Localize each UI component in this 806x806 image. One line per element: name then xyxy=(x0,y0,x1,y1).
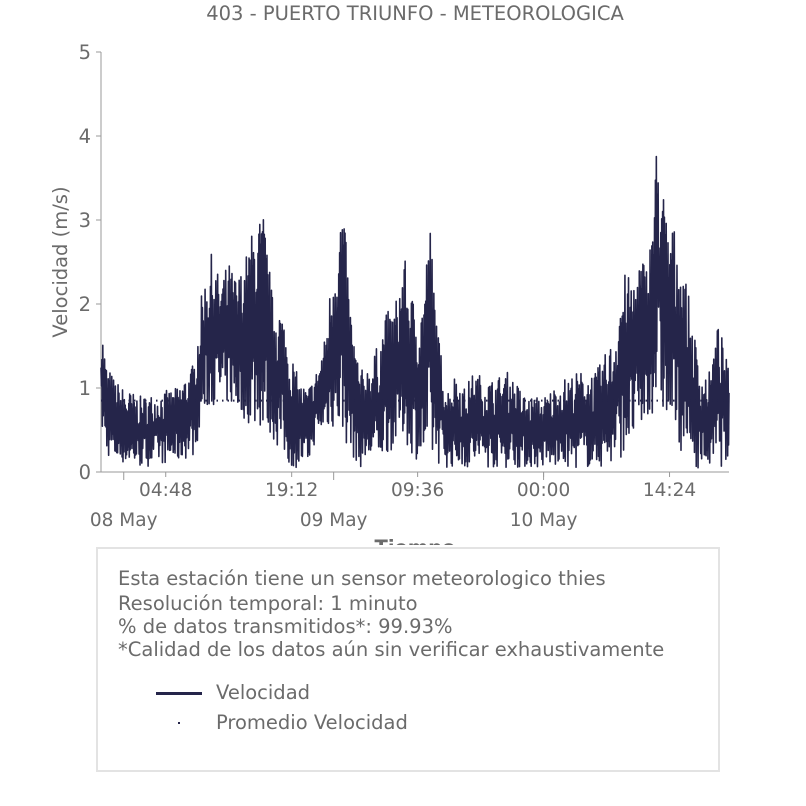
info-quality-note: *Calidad de los datos aún sin verificar … xyxy=(118,638,665,661)
x-tick-label: 00:00 xyxy=(517,480,570,501)
x-date-label: 10 May xyxy=(510,510,578,531)
y-tick-label: 0 xyxy=(79,461,91,484)
legend-velocidad-label: Velocidad xyxy=(216,681,311,704)
info-transmitted-text: % de datos transmitidos*: 99.93% xyxy=(118,615,453,638)
x-tick-label: 14:24 xyxy=(643,480,696,501)
y-tick-label: 5 xyxy=(79,41,91,64)
x-tick-label: 19:12 xyxy=(265,480,318,501)
x-tick-label: 09:36 xyxy=(391,480,444,501)
plot-area: 0 1 2 3 4 5 04:48 19:12 09:36 00:00 14:24 08 May 09 … xyxy=(79,41,730,531)
chart-title: 403 - PUERTO TRIUNFO - METEOROLOGICA xyxy=(206,2,624,25)
x-date-label: 09 May xyxy=(300,510,368,531)
velocity-chart: 403 - PUERTO TRIUNFO - METEOROLOGICA Vel… xyxy=(49,2,730,545)
y-tick-label: 3 xyxy=(79,209,91,232)
legend-promedio-label: Promedio Velocidad xyxy=(216,711,408,734)
info-box: Esta estación tiene un sensor meteorolog… xyxy=(96,547,720,772)
y-tick-label: 1 xyxy=(79,377,91,400)
x-axis-label: Tiempo xyxy=(375,536,456,545)
y-axis-label: Velocidad (m/s) xyxy=(49,186,72,337)
legend-velocidad-swatch xyxy=(156,692,202,695)
legend-promedio-swatch xyxy=(178,722,180,724)
x-tick-label: 04:48 xyxy=(139,480,192,501)
y-tick-label: 4 xyxy=(79,125,91,148)
info-sensor-text: Esta estación tiene un sensor meteorolog… xyxy=(118,567,606,590)
x-date-label: 08 May xyxy=(90,510,158,531)
info-resolution-text: Resolución temporal: 1 minuto xyxy=(118,592,418,615)
y-tick-label: 2 xyxy=(79,293,91,316)
series-velocidad-line xyxy=(100,155,730,469)
